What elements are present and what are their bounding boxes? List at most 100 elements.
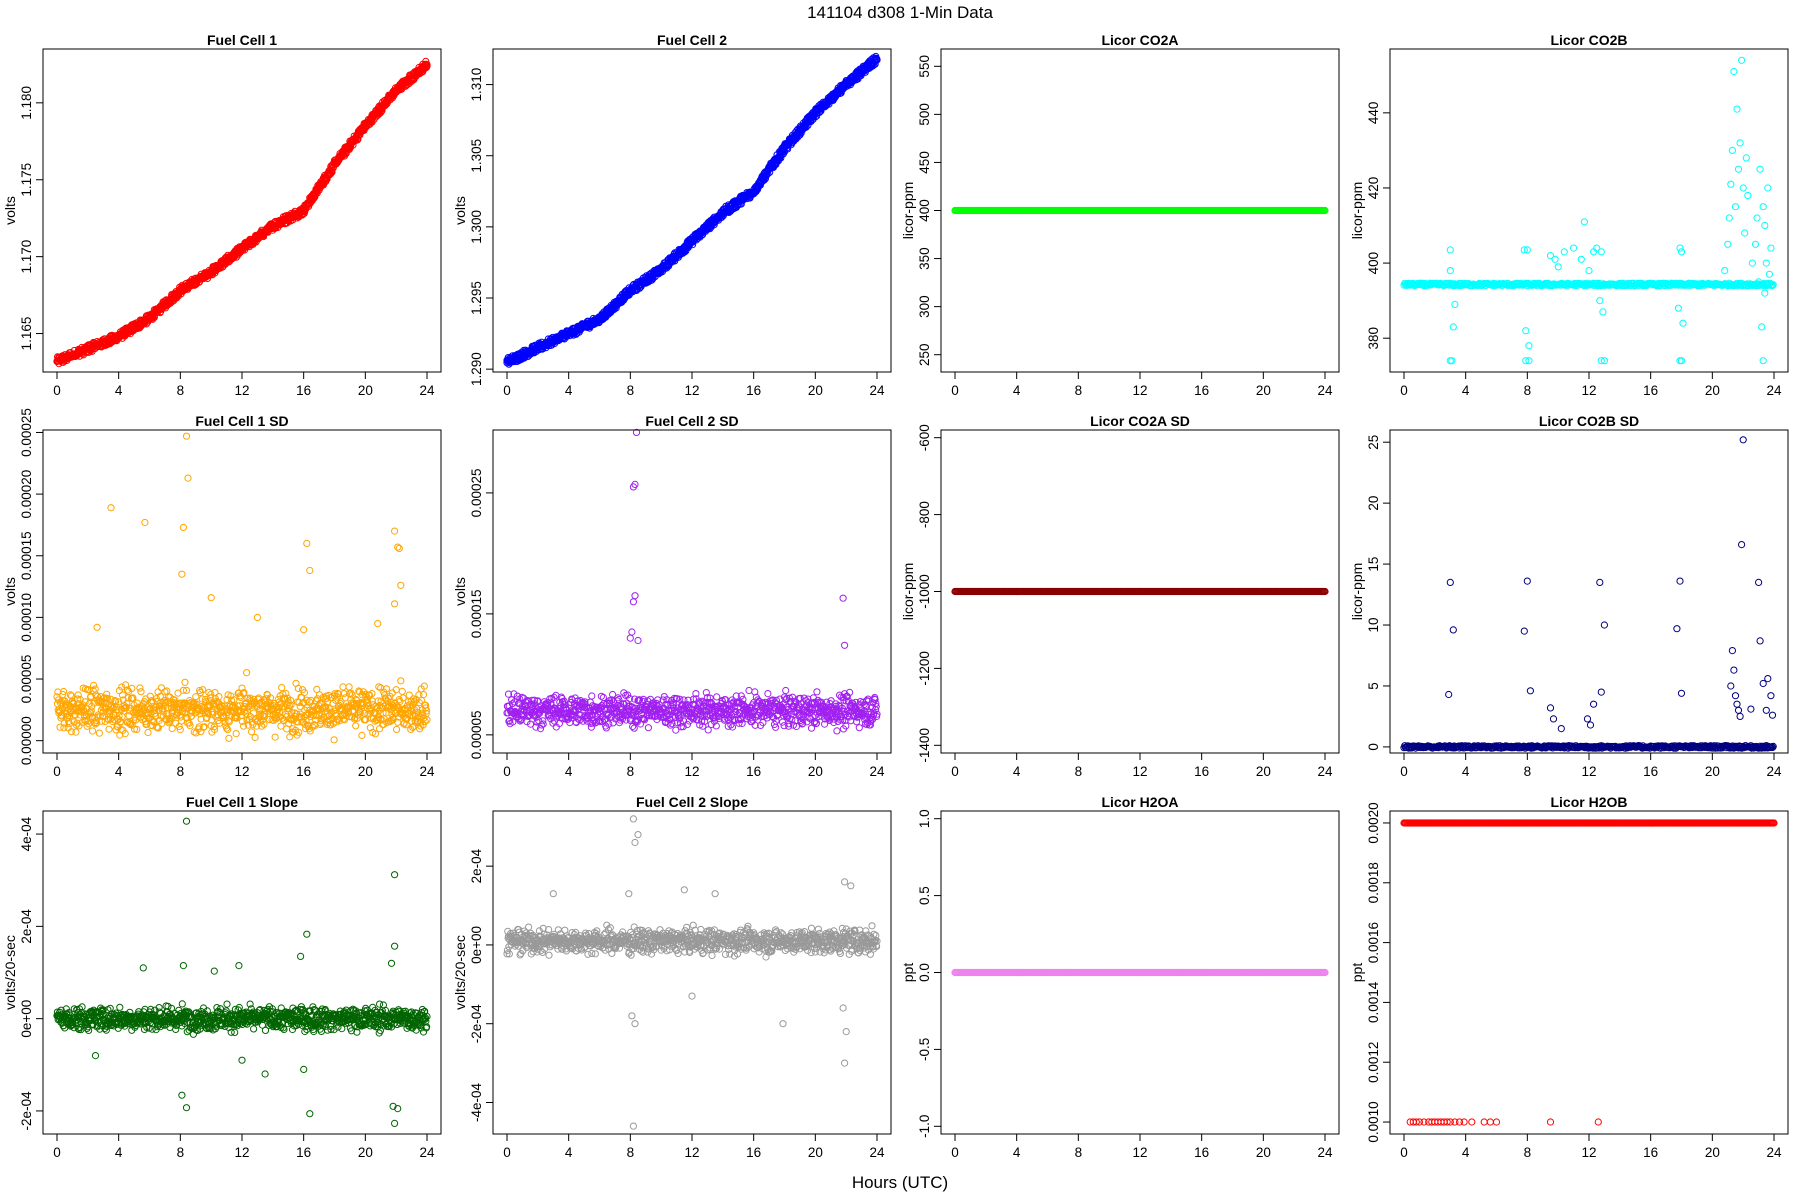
data-point (1446, 267, 1454, 275)
panel-title: Fuel Cell 2 (657, 32, 727, 48)
data-point (1676, 244, 1684, 252)
data-point (393, 725, 401, 734)
data-point (303, 539, 311, 548)
data-point (1762, 259, 1770, 267)
data-point (72, 728, 80, 736)
y-tick-label: 500 (917, 103, 932, 126)
data-point (599, 693, 608, 702)
data-point (1756, 165, 1764, 173)
data-point (248, 728, 256, 736)
x-tick-label: 12 (1581, 383, 1596, 398)
data-point (1744, 191, 1752, 200)
data-point (1570, 244, 1578, 252)
x-tick-label: 24 (419, 383, 435, 398)
data-point (1677, 248, 1686, 256)
data-point (1585, 267, 1593, 275)
data-point (1725, 214, 1733, 222)
y-tick-label: 550 (917, 55, 932, 78)
x-tick-label: 20 (1705, 383, 1720, 398)
data-point (1759, 357, 1767, 365)
data-point (294, 684, 302, 693)
x-tick-label: 8 (177, 383, 185, 398)
data-point (352, 722, 360, 730)
x-tick-label: 24 (1317, 383, 1333, 398)
data-point (377, 684, 385, 692)
data-point (1551, 255, 1559, 263)
x-tick-label: 24 (869, 764, 885, 779)
x-tick-label: 0 (53, 383, 61, 398)
data-point (1724, 240, 1732, 248)
data-point (1560, 248, 1568, 256)
data-point (182, 432, 191, 440)
data-point (339, 683, 347, 691)
y-axis-label: volts (2, 577, 18, 606)
data-point (397, 581, 405, 589)
data-point (144, 728, 152, 737)
x-tick-label: 12 (1132, 383, 1147, 398)
data-point (1759, 203, 1767, 211)
x-tick-label: 8 (1075, 383, 1083, 398)
y-tick-label: 400 (1366, 252, 1381, 275)
y-tick-label: 350 (917, 247, 932, 270)
data-series (53, 57, 431, 368)
x-tick-label: 0 (503, 764, 511, 779)
data-point (232, 730, 240, 738)
data-point (1741, 229, 1749, 237)
y-tick-label: 0.00000 (19, 716, 34, 765)
data-point (376, 725, 384, 733)
y-tick-label: 380 (1366, 327, 1381, 350)
y-tick-label: 0.00025 (19, 408, 34, 457)
x-tick-label: 0 (1400, 383, 1408, 398)
data-point (141, 518, 149, 527)
data-point (588, 692, 596, 700)
x-tick-label: 8 (627, 383, 635, 398)
x-tick-label: 20 (1256, 383, 1271, 398)
data-point (1728, 146, 1737, 154)
data-point (391, 527, 399, 535)
y-tick-label: 400 (917, 199, 932, 222)
y-tick-label: 1.290 (469, 352, 484, 386)
panel-title: Fuel Cell 1 SD (195, 413, 288, 429)
data-point (107, 504, 115, 512)
data-point (1596, 297, 1604, 305)
x-tick-label: 0 (951, 383, 959, 398)
panel-title: Fuel Cell 2 SD (645, 413, 738, 429)
x-tick-label: 4 (115, 764, 123, 779)
x-axis-label: Hours (UTC) (852, 1173, 948, 1192)
data-point (419, 691, 428, 699)
data-point (1730, 67, 1738, 76)
data-series (1400, 56, 1777, 365)
data-point (207, 594, 215, 602)
data-series (503, 52, 881, 368)
data-point (271, 733, 279, 741)
data-point (88, 727, 97, 735)
data-point (1767, 244, 1775, 252)
x-tick-label: 20 (808, 764, 823, 779)
data-point (1761, 289, 1769, 297)
y-tick-label: 0.00015 (19, 531, 34, 580)
y-tick-label: 250 (917, 343, 932, 366)
data-point (1751, 240, 1760, 248)
data-point (179, 523, 187, 532)
data-point (178, 570, 186, 578)
data-point (1597, 248, 1605, 256)
data-point (76, 352, 84, 360)
data-point (1446, 246, 1454, 254)
data-point (300, 626, 308, 634)
data-point (1674, 304, 1683, 312)
y-tick-label: 0.00020 (19, 470, 34, 519)
y-tick-label: 1.310 (469, 68, 484, 102)
data-point (1736, 139, 1744, 147)
data-point (251, 733, 259, 742)
data-point (392, 686, 400, 694)
x-tick-label: 24 (1766, 383, 1782, 398)
y-axis-label: licor-ppm (900, 182, 916, 240)
plot-frame (42, 48, 442, 373)
y-tick-label: 0.00025 (469, 469, 484, 518)
y-tick-label: 1.305 (469, 139, 484, 173)
